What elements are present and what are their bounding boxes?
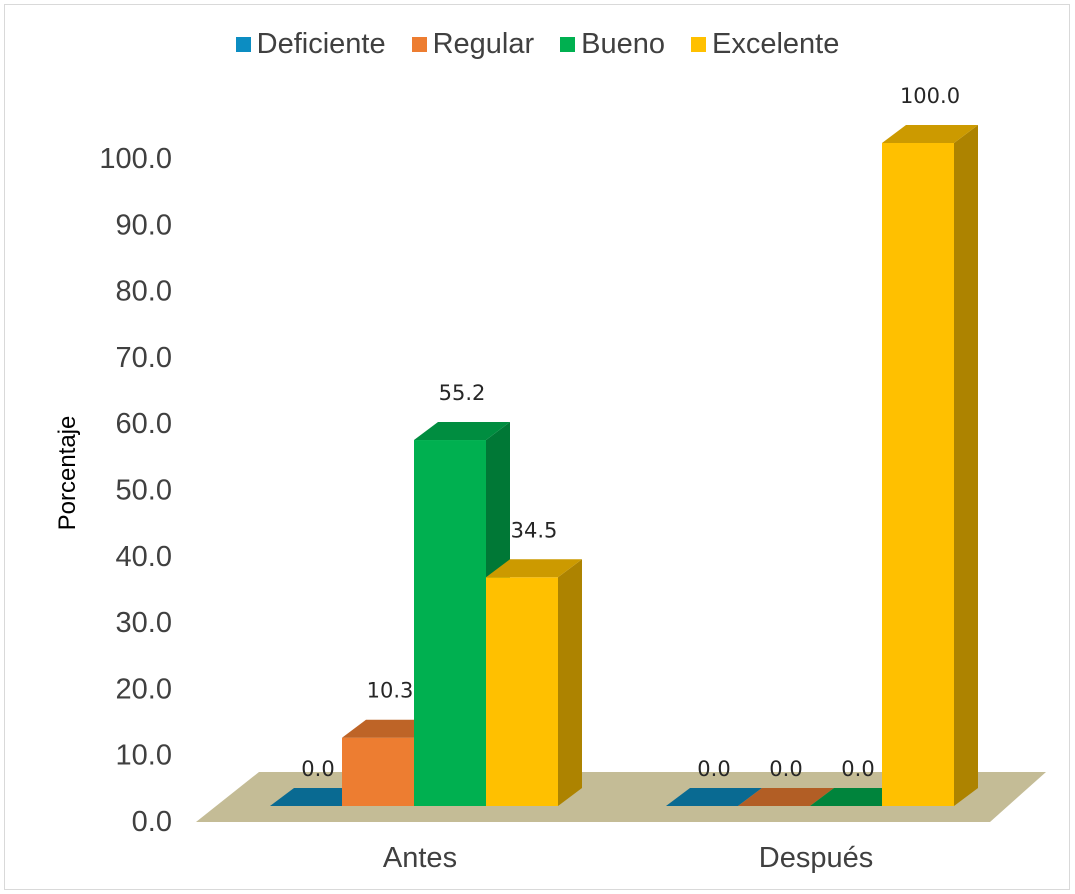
legend-label: Bueno [581, 28, 666, 60]
y-tick-label: 0.0 [132, 806, 172, 838]
y-tick-label: 60.0 [116, 408, 172, 440]
data-label: 34.5 [511, 518, 558, 542]
bar-regular-después [738, 788, 834, 806]
bar-deficiente-después [666, 788, 762, 806]
data-label: 0.0 [841, 757, 874, 781]
y-tick-label: 90.0 [116, 209, 172, 241]
data-label: 10.3 [367, 679, 414, 703]
y-tick-label: 40.0 [116, 541, 172, 573]
y-tick-label: 10.0 [116, 740, 172, 772]
data-label: 55.2 [439, 381, 486, 405]
x-category-label: Después [759, 842, 873, 874]
legend-label: Regular [432, 28, 535, 60]
legend-item-regular: Regular [411, 28, 535, 61]
y-tick-label: 100.0 [99, 143, 172, 175]
data-label: 0.0 [697, 757, 730, 781]
legend-item-excelente: Excelente [691, 28, 839, 61]
data-label: 100.0 [900, 84, 960, 108]
data-label: 0.0 [301, 757, 334, 781]
legend-label: Excelente [712, 28, 840, 60]
y-tick-label: 50.0 [116, 475, 172, 507]
bar-excelente-antes [486, 559, 582, 806]
legend-swatch [235, 37, 251, 52]
x-category-label: Antes [383, 842, 457, 874]
data-label: 0.0 [769, 757, 802, 781]
legend-swatch [560, 37, 576, 52]
y-tick-label: 30.0 [116, 607, 172, 639]
bar-excelente-después [882, 125, 978, 806]
y-tick-label: 20.0 [116, 673, 172, 705]
legend-item-bueno: Bueno [560, 28, 665, 61]
legend-swatch [411, 37, 427, 52]
legend-item-deficiente: Deficiente [235, 28, 386, 61]
legend: Deficiente Regular Bueno Excelente [0, 28, 1075, 61]
y-tick-label: 70.0 [116, 342, 172, 374]
legend-swatch [691, 37, 707, 52]
y-tick-label: 80.0 [116, 276, 172, 308]
legend-label: Deficiente [256, 28, 386, 60]
